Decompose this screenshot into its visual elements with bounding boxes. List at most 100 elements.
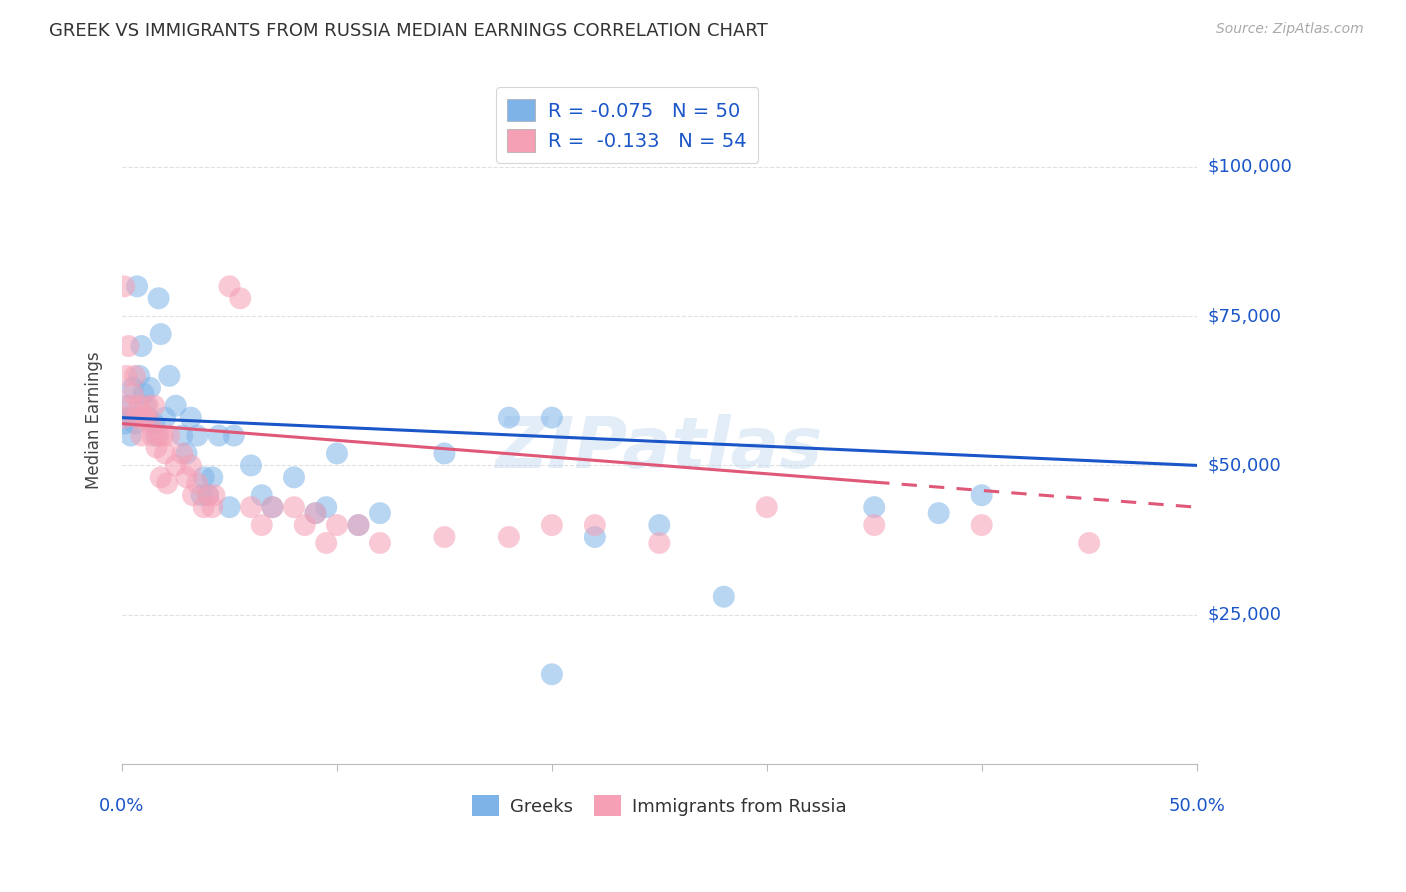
- Point: [315, 500, 337, 515]
- Point: [124, 417, 146, 431]
- Point: [326, 518, 349, 533]
- Point: [186, 428, 208, 442]
- Point: [250, 488, 273, 502]
- Point: [172, 428, 194, 442]
- Point: [970, 488, 993, 502]
- Text: 50.0%: 50.0%: [1168, 797, 1225, 815]
- Point: [148, 428, 170, 442]
- Point: [143, 399, 166, 413]
- Point: [648, 536, 671, 550]
- Point: [165, 399, 187, 413]
- Point: [139, 381, 162, 395]
- Point: [141, 428, 163, 442]
- Point: [180, 410, 202, 425]
- Point: [120, 428, 142, 442]
- Point: [148, 291, 170, 305]
- Point: [135, 410, 157, 425]
- Point: [583, 518, 606, 533]
- Text: $50,000: $50,000: [1208, 457, 1281, 475]
- Point: [315, 536, 337, 550]
- Point: [112, 410, 135, 425]
- Point: [112, 279, 135, 293]
- Point: [201, 500, 224, 515]
- Point: [197, 488, 219, 502]
- Point: [145, 441, 167, 455]
- Point: [172, 446, 194, 460]
- Point: [157, 428, 180, 442]
- Point: [180, 458, 202, 473]
- Point: [124, 368, 146, 383]
- Point: [970, 518, 993, 533]
- Point: [1078, 536, 1101, 550]
- Point: [112, 417, 135, 431]
- Point: [128, 399, 150, 413]
- Point: [121, 386, 143, 401]
- Point: [153, 446, 176, 460]
- Point: [127, 410, 149, 425]
- Point: [541, 410, 564, 425]
- Point: [136, 410, 159, 425]
- Point: [156, 476, 179, 491]
- Text: ZIPatlas: ZIPatlas: [496, 414, 823, 483]
- Point: [197, 488, 219, 502]
- Point: [283, 470, 305, 484]
- Point: [149, 470, 172, 484]
- Point: [304, 506, 326, 520]
- Point: [131, 339, 153, 353]
- Point: [208, 428, 231, 442]
- Point: [713, 590, 735, 604]
- Text: $75,000: $75,000: [1208, 307, 1282, 326]
- Point: [201, 470, 224, 484]
- Point: [152, 428, 174, 442]
- Point: [304, 506, 326, 520]
- Point: [433, 446, 456, 460]
- Text: 0.0%: 0.0%: [100, 797, 145, 815]
- Point: [149, 327, 172, 342]
- Point: [193, 470, 215, 484]
- Point: [218, 500, 240, 515]
- Point: [498, 410, 520, 425]
- Point: [347, 518, 370, 533]
- Text: GREEK VS IMMIGRANTS FROM RUSSIA MEDIAN EARNINGS CORRELATION CHART: GREEK VS IMMIGRANTS FROM RUSSIA MEDIAN E…: [49, 22, 768, 40]
- Point: [176, 470, 198, 484]
- Point: [498, 530, 520, 544]
- Point: [863, 500, 886, 515]
- Point: [143, 417, 166, 431]
- Y-axis label: Median Earnings: Median Earnings: [86, 351, 103, 490]
- Point: [240, 458, 263, 473]
- Point: [222, 428, 245, 442]
- Point: [368, 506, 391, 520]
- Point: [128, 368, 150, 383]
- Point: [186, 476, 208, 491]
- Text: Source: ZipAtlas.com: Source: ZipAtlas.com: [1216, 22, 1364, 37]
- Point: [283, 500, 305, 515]
- Point: [368, 536, 391, 550]
- Point: [135, 399, 157, 413]
- Point: [262, 500, 284, 515]
- Point: [229, 291, 252, 305]
- Point: [176, 446, 198, 460]
- Point: [262, 500, 284, 515]
- Point: [541, 518, 564, 533]
- Point: [541, 667, 564, 681]
- Text: $100,000: $100,000: [1208, 158, 1292, 176]
- Legend: Greeks, Immigrants from Russia: Greeks, Immigrants from Russia: [464, 789, 853, 823]
- Point: [132, 410, 155, 425]
- Point: [181, 488, 204, 502]
- Point: [127, 279, 149, 293]
- Point: [117, 339, 139, 353]
- Point: [139, 417, 162, 431]
- Point: [326, 446, 349, 460]
- Point: [115, 399, 138, 413]
- Text: $25,000: $25,000: [1208, 606, 1282, 624]
- Point: [120, 399, 142, 413]
- Point: [863, 518, 886, 533]
- Point: [193, 500, 215, 515]
- Point: [204, 488, 226, 502]
- Point: [153, 410, 176, 425]
- Point: [294, 518, 316, 533]
- Point: [433, 530, 456, 544]
- Point: [240, 500, 263, 515]
- Point: [136, 399, 159, 413]
- Point: [648, 518, 671, 533]
